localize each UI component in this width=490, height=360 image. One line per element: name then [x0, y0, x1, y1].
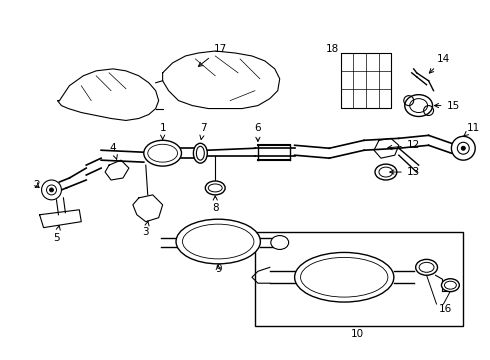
Ellipse shape — [176, 219, 260, 264]
Text: 13: 13 — [390, 167, 420, 177]
Ellipse shape — [294, 252, 394, 302]
Text: 1: 1 — [159, 123, 166, 139]
Circle shape — [461, 146, 466, 150]
Text: 11: 11 — [464, 123, 480, 136]
Text: 14: 14 — [429, 54, 450, 73]
Text: 2: 2 — [33, 180, 40, 190]
Text: 5: 5 — [53, 226, 60, 243]
Text: 3: 3 — [143, 221, 149, 237]
Text: 4: 4 — [110, 143, 117, 159]
Ellipse shape — [416, 260, 438, 275]
Ellipse shape — [205, 181, 225, 195]
Ellipse shape — [441, 279, 459, 292]
Circle shape — [49, 188, 53, 192]
Circle shape — [42, 180, 61, 200]
Text: 10: 10 — [350, 329, 364, 339]
Text: 15: 15 — [435, 100, 460, 111]
Text: 7: 7 — [200, 123, 207, 140]
Text: 8: 8 — [212, 196, 219, 213]
Text: 16: 16 — [439, 304, 452, 314]
Text: 18: 18 — [326, 44, 339, 54]
Text: 17: 17 — [198, 44, 227, 67]
Text: 9: 9 — [215, 264, 221, 274]
Ellipse shape — [144, 140, 181, 166]
Ellipse shape — [194, 143, 207, 163]
Ellipse shape — [271, 235, 289, 249]
Bar — [255, 231, 464, 326]
Text: 6: 6 — [255, 123, 261, 141]
Text: 12: 12 — [388, 140, 420, 150]
